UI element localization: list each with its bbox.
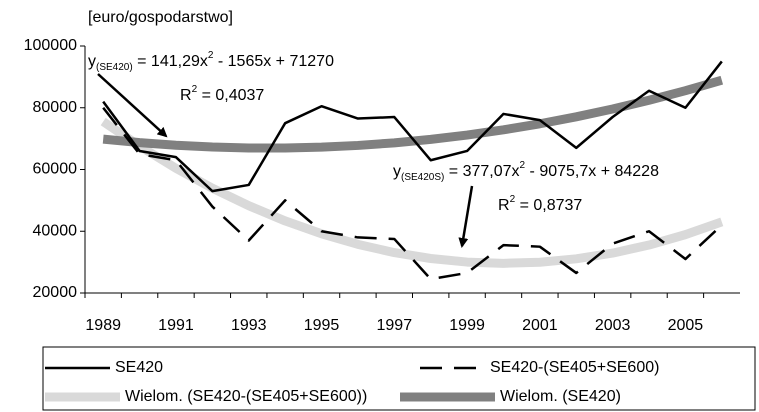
eq-rest: - 9075,7x + 84228 (525, 163, 659, 180)
r-sup: 2 (510, 194, 516, 205)
y-tick-label: 100000 (24, 37, 77, 54)
r-squared: R2 = 0,8737 (498, 194, 582, 215)
y-tick-label: 40000 (33, 222, 78, 239)
eq-main: = 377,07x (444, 163, 519, 180)
eq-y: y (88, 53, 96, 70)
r-sup: 2 (192, 84, 198, 95)
arrow (458, 185, 474, 248)
x-tick-label: 2003 (595, 317, 631, 334)
x-tick-label: 1999 (449, 317, 485, 334)
y-tick-label: 20000 (33, 284, 78, 301)
y-tick-label: 80000 (33, 99, 78, 116)
eq-y: y (393, 163, 401, 180)
legend-label: SE420 (115, 359, 163, 376)
trend-equation: y(SE420) = 141,29x2 - 1565x + 71270 (88, 50, 334, 73)
eq-rest: - 1565x + 71270 (213, 53, 334, 70)
r-label: R (498, 197, 510, 214)
x-tick-label: 2001 (522, 317, 558, 334)
x-tick-label: 1989 (85, 317, 121, 334)
x-tick-label: 1995 (304, 317, 340, 334)
x-tick-label: 1997 (377, 317, 413, 334)
r-value: = 0,8737 (515, 197, 582, 214)
eq-sub: (SE420) (96, 62, 133, 73)
r-value: = 0,4037 (197, 87, 264, 104)
eq-sup: 2 (208, 50, 214, 61)
arrow (97, 73, 168, 138)
eq-main: = 141,29x (133, 53, 208, 70)
legend-label: Wielom. (SE420) (500, 388, 621, 405)
trend-equation: y(SE420S) = 377,07x2 - 9075,7x + 84228 (393, 160, 659, 183)
r-squared: R2 = 0,4037 (180, 84, 264, 105)
y-axis-label: [euro/gospodarstwo] (88, 9, 233, 26)
legend-label: Wielom. (SE420-(SE405+SE600)) (125, 388, 367, 405)
r-label: R (180, 87, 192, 104)
legend-label: SE420-(SE405+SE600) (490, 359, 659, 376)
y-tick-label: 60000 (33, 161, 78, 178)
series-line (102, 60, 723, 193)
x-tick-label: 2005 (668, 317, 704, 334)
eq-sup: 2 (520, 160, 526, 171)
eq-sub: (SE420S) (401, 172, 444, 183)
legend-box (42, 346, 756, 411)
series-line (102, 75, 724, 153)
x-tick-label: 1993 (231, 317, 267, 334)
x-tick-label: 1991 (158, 317, 194, 334)
series-line (102, 106, 723, 281)
